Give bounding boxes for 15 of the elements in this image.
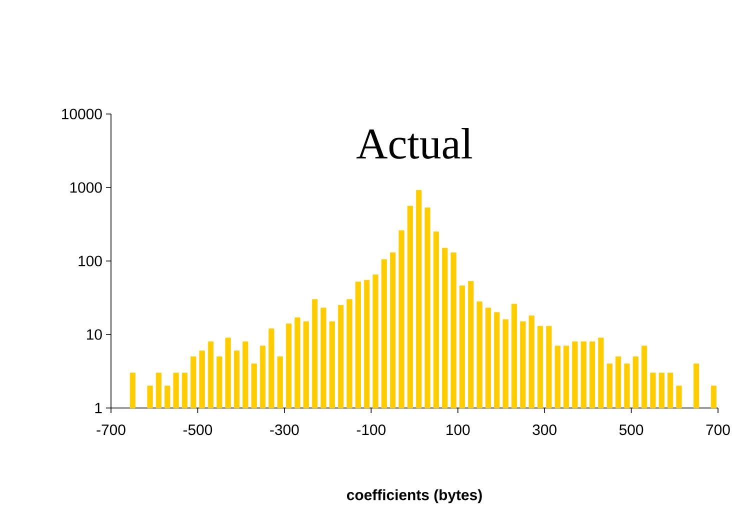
- x-tick-label: 100: [446, 424, 470, 436]
- x-tick-label: -300: [270, 424, 299, 436]
- x-tick-label: -700: [96, 424, 126, 436]
- x-tick-label: -500: [183, 424, 212, 436]
- y-tick-label: 1: [95, 402, 102, 414]
- x-tick-label: -100: [356, 424, 386, 436]
- x-tick-label: 700: [706, 424, 730, 436]
- x-axis-title: coefficients (bytes): [346, 489, 482, 504]
- y-tick-label: 100: [78, 256, 102, 266]
- y-tick-label: 1000: [70, 182, 102, 193]
- x-tick-label: 500: [619, 424, 644, 436]
- x-tick-label: 300: [532, 424, 556, 436]
- y-tick-label: 10: [87, 329, 102, 340]
- chart-title: Actual: [356, 128, 472, 159]
- y-tick-label: 10000: [62, 108, 102, 120]
